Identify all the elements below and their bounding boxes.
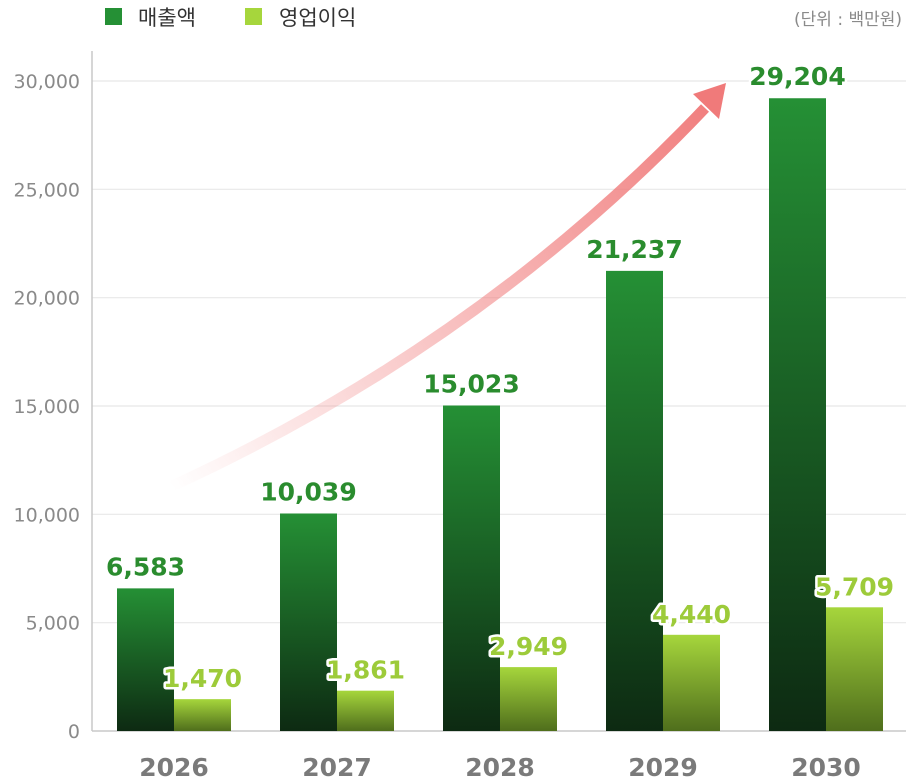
data-labels: 6,583 1,470 10,039 1,861 15,023 2,949 21,237 4,… (103, 60, 896, 696)
growth-arrow (167, 83, 726, 492)
bar-profit-2029 (663, 634, 720, 731)
bar-profit-2028 (500, 667, 557, 731)
legend-swatch-sales (105, 8, 122, 25)
y-tick-label: 15,000 (14, 396, 80, 418)
data-label-profit-2029: 4,440 (652, 600, 731, 629)
bar-profit-2026 (174, 699, 231, 731)
growth-arrow-head (693, 83, 726, 119)
y-tick-label: 0 (68, 721, 80, 743)
y-axis: 0 5,000 10,000 15,000 20,000 25,000 30,000 (14, 51, 906, 743)
data-label-sales-2027: 10,039 (260, 477, 356, 506)
y-tick-label: 25,000 (14, 179, 80, 201)
data-label-sales-2029: 21,237 (586, 235, 682, 264)
unit-label: (단위 : 백만원) (794, 10, 902, 30)
data-label-sales-2030: 29,204 (749, 62, 845, 91)
data-label-profit-2030: 5,709 (815, 572, 894, 601)
y-tick-label: 10,000 (14, 504, 80, 526)
y-tick-label: 30,000 (14, 71, 80, 93)
y-tick-label: 20,000 (14, 288, 80, 310)
growth-arrow-shaft (167, 104, 709, 492)
x-axis: 2026 2027 2028 2029 2030 (139, 753, 861, 782)
legend-label-profit: 영업이익 (279, 6, 356, 30)
legend-label-sales: 매출액 (138, 6, 196, 30)
x-tick-label: 2026 (139, 753, 209, 782)
data-label-sales-2028: 15,023 (423, 370, 519, 399)
bar-sales-2027 (280, 513, 337, 731)
legend-swatch-profit (245, 8, 262, 25)
bars (117, 98, 883, 732)
x-tick-label: 2029 (628, 753, 698, 782)
bar-sales-2026 (117, 588, 174, 731)
bar-profit-2027 (337, 690, 394, 731)
bar-profit-2030 (826, 607, 883, 731)
y-tick-label: 5,000 (26, 613, 80, 635)
x-tick-label: 2027 (302, 753, 372, 782)
data-label-sales-2026: 6,583 (106, 552, 185, 581)
data-label-profit-2027: 1,861 (326, 656, 405, 685)
x-tick-label: 2030 (791, 753, 861, 782)
data-label-profit-2028: 2,949 (489, 632, 568, 661)
legend: 매출액 영업이익 (105, 6, 356, 30)
bar-sales-2029 (606, 270, 663, 731)
x-tick-label: 2028 (465, 753, 535, 782)
bar-sales-2030 (769, 98, 826, 732)
bar-sales-2028 (443, 405, 500, 731)
data-label-profit-2026: 1,470 (163, 664, 242, 693)
